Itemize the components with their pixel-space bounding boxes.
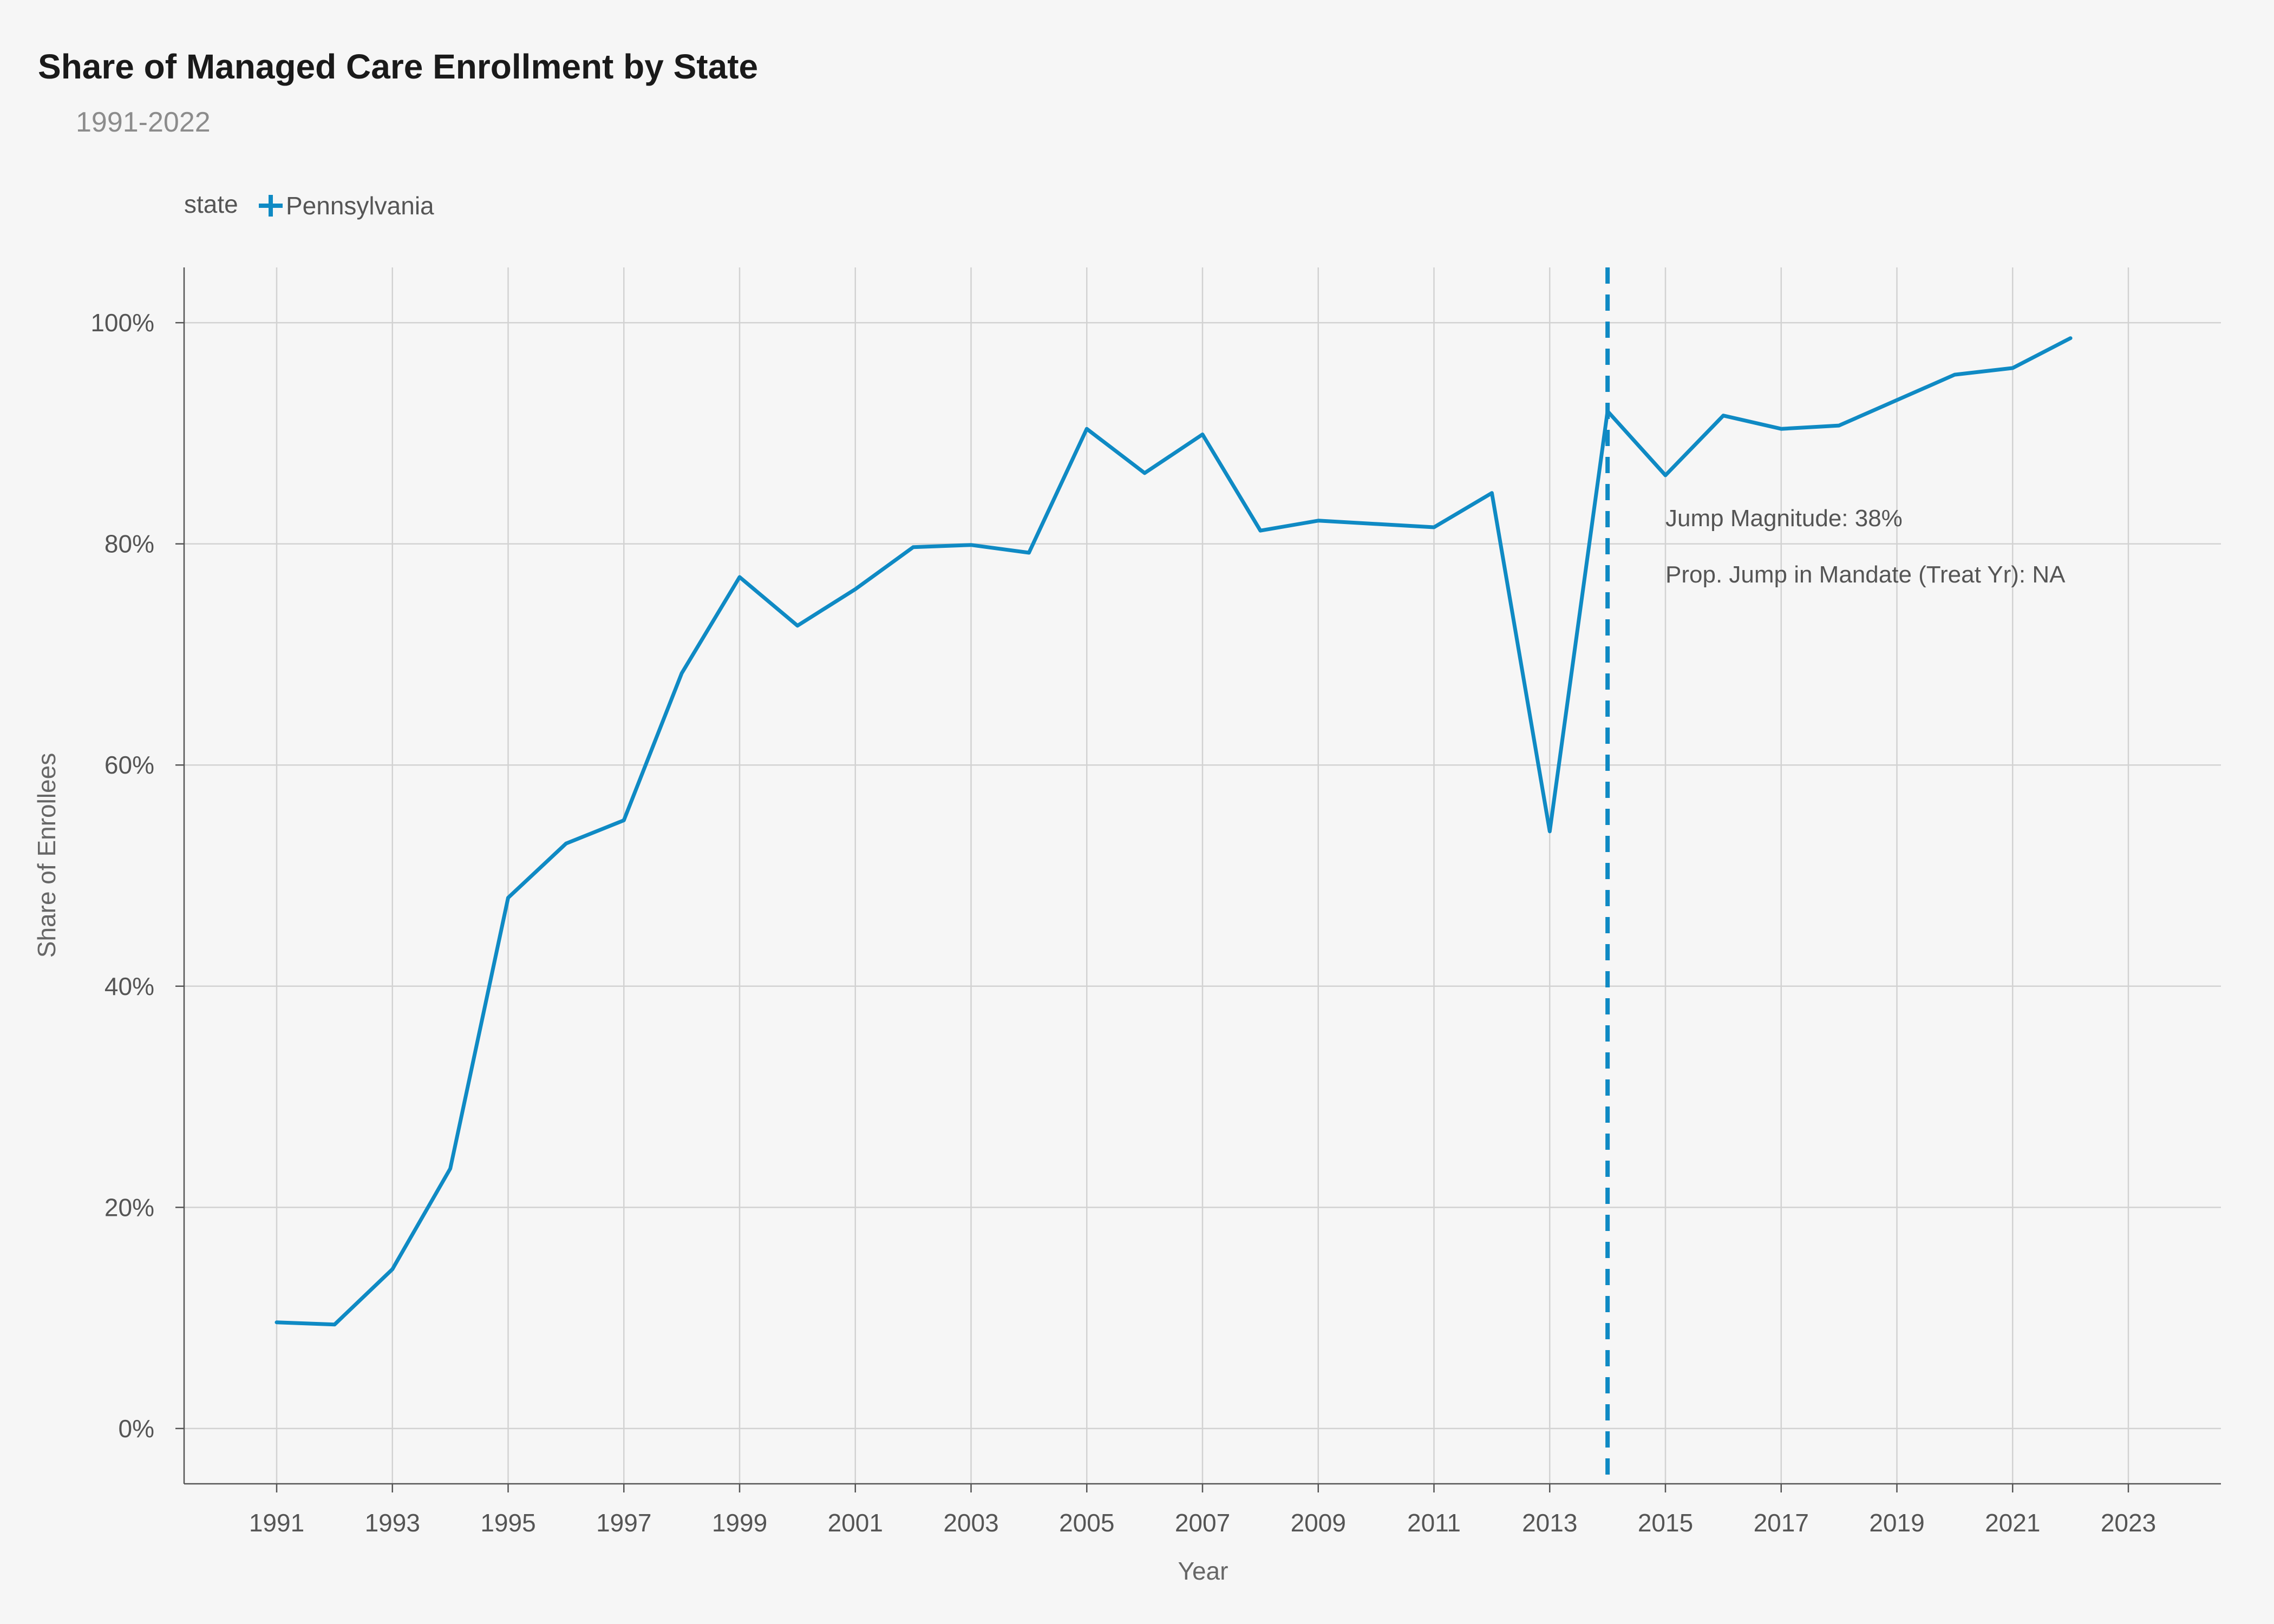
y-tick-label: 0%	[119, 1415, 154, 1443]
x-tick-label: 2015	[1638, 1509, 1693, 1537]
x-tick-label: 1991	[249, 1509, 304, 1537]
y-tick-label: 60%	[104, 751, 154, 779]
annotation-text: Prop. Jump in Mandate (Treat Yr): NA	[1665, 561, 2066, 588]
y-tick-label: 40%	[104, 972, 154, 1000]
y-axis-label: Share of Enrollees	[32, 753, 61, 958]
x-tick-label: 2013	[1522, 1509, 1577, 1537]
annotation-text: Jump Magnitude: 38%	[1665, 505, 1903, 532]
x-tick-label: 2007	[1175, 1509, 1230, 1537]
plot-area: 1991 1993 1995 1997 1999 2001 2003 2005 2007 2009…	[90, 267, 2221, 1537]
x-tick-label: 1999	[712, 1509, 767, 1537]
x-tick-label: 1995	[480, 1509, 535, 1537]
y-tick-label: 20%	[104, 1193, 154, 1221]
chart-title: Share of Managed Care Enrollment by Stat…	[38, 47, 758, 86]
x-tick-label: 1993	[365, 1509, 420, 1537]
chart-subtitle: 1991-2022	[76, 107, 211, 138]
legend-title: state	[184, 190, 238, 218]
x-tick-label: 2009	[1291, 1509, 1346, 1537]
x-tick-label: 2019	[1869, 1509, 1924, 1537]
x-tick-label: 2001	[828, 1509, 883, 1537]
y-tick-label: 80%	[104, 530, 154, 558]
x-tick-label: 2021	[1985, 1509, 2040, 1537]
x-tick-label: 1997	[596, 1509, 651, 1537]
legend-label: Pennsylvania	[286, 192, 434, 220]
x-tick-label: 2011	[1407, 1509, 1461, 1537]
series-line	[275, 336, 2073, 1327]
legend-keys: Pennsylvania	[259, 192, 434, 220]
x-tick-label: 2003	[943, 1509, 998, 1537]
legend: state Pennsylvania	[184, 190, 434, 220]
y-tick-label: 100%	[90, 309, 154, 337]
x-tick-label: 2017	[1754, 1509, 1809, 1537]
x-tick-label: 2023	[2101, 1509, 2156, 1537]
x-tick-label: 2005	[1059, 1509, 1114, 1537]
x-axis-label: Year	[1178, 1557, 1229, 1585]
